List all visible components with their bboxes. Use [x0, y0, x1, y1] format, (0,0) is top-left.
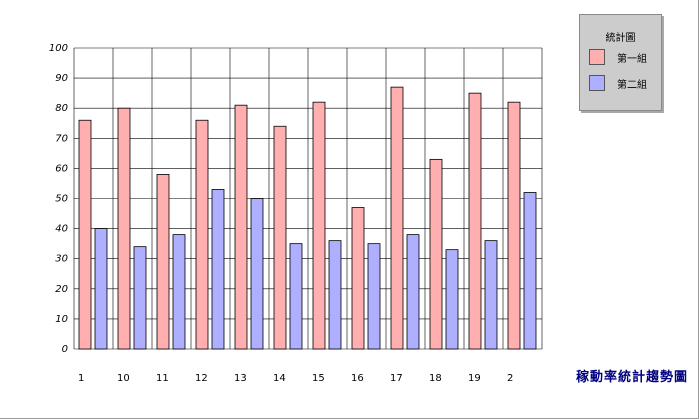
legend-title: 統計圖	[605, 33, 636, 44]
y-tick-label-0: 0	[62, 344, 68, 355]
bar-1-18	[429, 158, 443, 350]
bar-1-13	[234, 104, 248, 350]
legend-label-series-2: 第二組	[617, 80, 647, 91]
y-tick-label-50: 50	[55, 194, 68, 205]
x-tick-label-12: 12	[195, 373, 208, 384]
x-tick-label-13: 13	[234, 373, 247, 384]
x-tick-label-11: 11	[156, 373, 169, 384]
chart-caption: 稼動率統計趨勢圖	[575, 370, 688, 385]
x-tick-label-2: 2	[507, 373, 513, 384]
bar-1-10	[117, 107, 131, 350]
bar-1-14	[273, 125, 287, 350]
x-tick-label-16: 16	[351, 373, 364, 384]
bar-1-19	[468, 92, 482, 350]
bar-2-14	[289, 243, 303, 350]
x-tick-label-1: 1	[78, 373, 84, 384]
legend-label-series-1: 第一組	[617, 54, 647, 65]
bar-2-11	[172, 234, 186, 350]
bar-2-19	[484, 240, 498, 350]
bar-2-17	[406, 234, 420, 350]
bar-1-12	[195, 119, 209, 350]
y-tick-label-60: 60	[55, 163, 68, 174]
x-tick-label-19: 19	[468, 373, 481, 384]
legend-swatch-series-2	[589, 75, 605, 91]
bar-1-15	[312, 101, 326, 350]
y-tick-label-20: 20	[55, 284, 68, 295]
bar-2-18	[445, 249, 459, 350]
bar-2-10	[133, 246, 147, 350]
legend: 統計圖 第一組 第二組	[579, 14, 662, 111]
y-tick-label-40: 40	[55, 224, 68, 235]
y-tick-label-70: 70	[55, 133, 68, 144]
bar-2-15	[328, 240, 342, 350]
bar-2-2	[523, 192, 537, 350]
x-tick-label-10: 10	[117, 373, 130, 384]
y-tick-label-100: 100	[49, 43, 68, 54]
y-tick-label-30: 30	[55, 254, 68, 265]
bar-1-1	[78, 119, 92, 350]
legend-swatch-series-1	[589, 49, 605, 65]
bar-1-16	[351, 207, 365, 350]
bar-1-17	[390, 86, 404, 350]
bar-2-1	[94, 228, 108, 350]
bar-2-12	[211, 189, 225, 350]
y-tick-label-90: 90	[55, 73, 68, 84]
y-tick-label-80: 80	[55, 103, 68, 114]
bar-2-13	[250, 198, 264, 350]
x-tick-label-17: 17	[390, 373, 403, 384]
x-tick-label-18: 18	[429, 373, 442, 384]
x-tick-label-15: 15	[312, 373, 325, 384]
bar-1-2	[507, 101, 521, 350]
y-tick-label-10: 10	[55, 314, 68, 325]
bar-1-11	[156, 174, 170, 350]
bar-2-16	[367, 243, 381, 350]
x-tick-label-14: 14	[273, 373, 286, 384]
